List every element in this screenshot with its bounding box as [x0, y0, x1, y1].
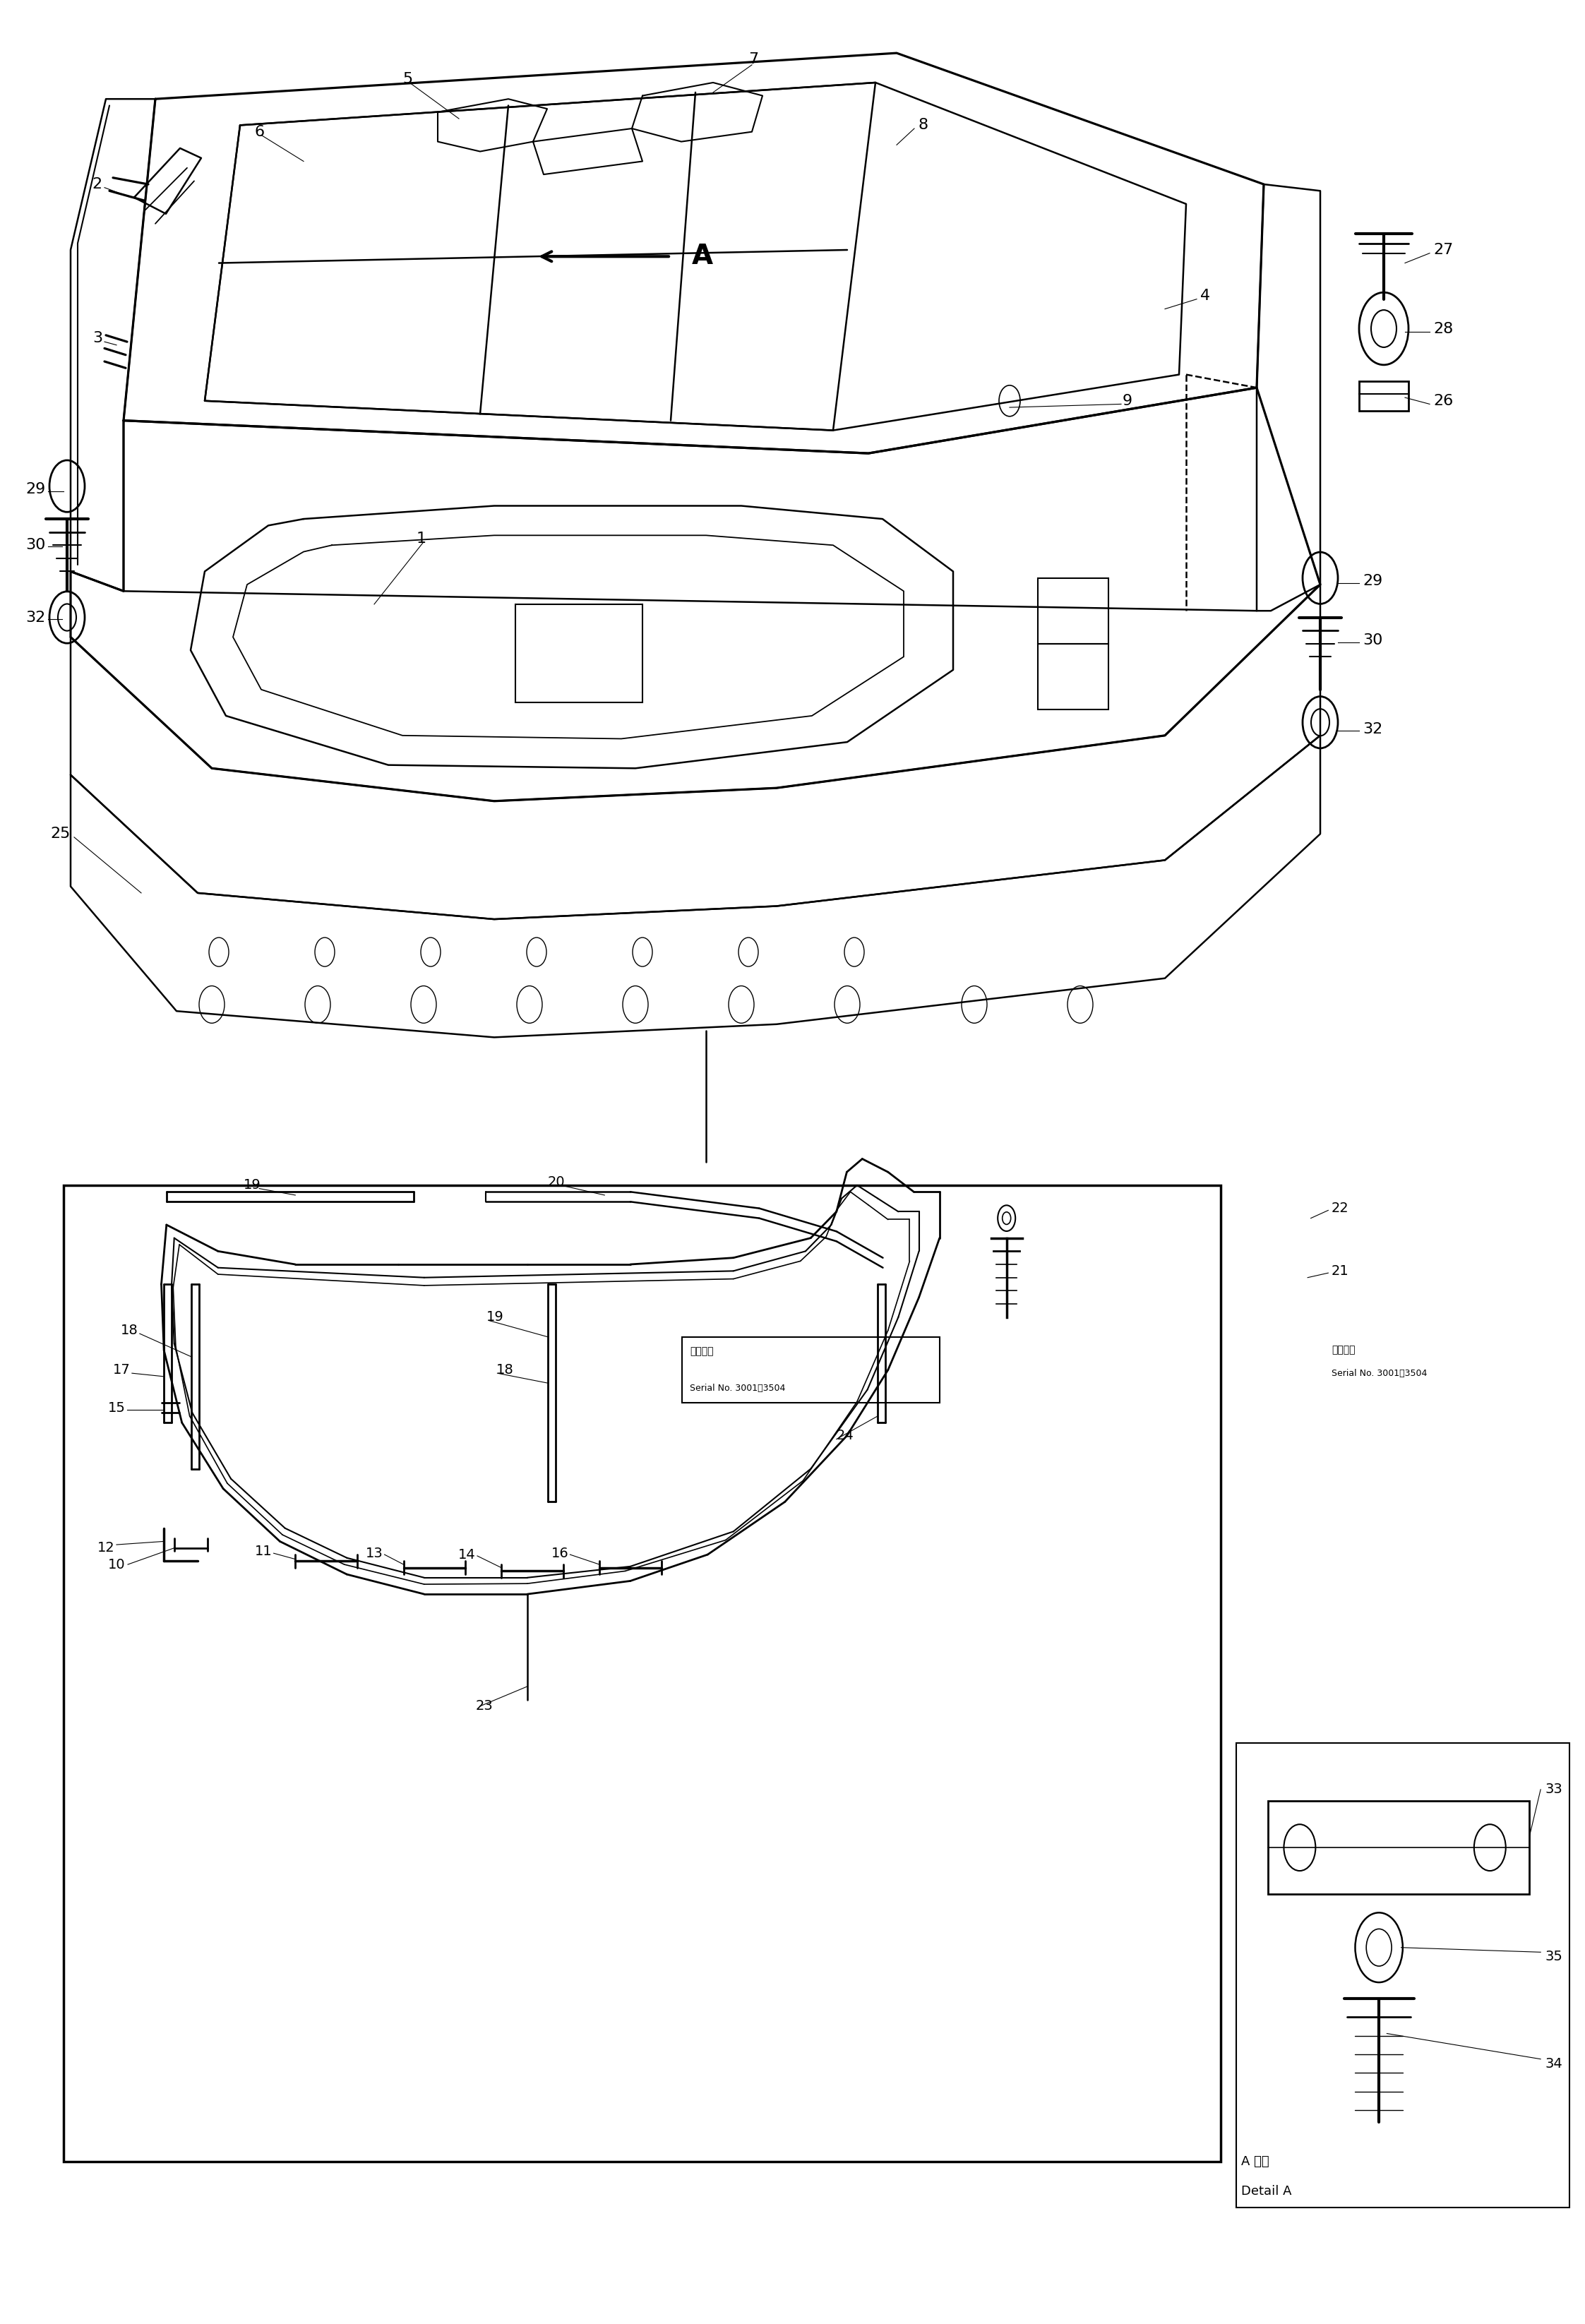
- Bar: [515, 604, 642, 702]
- Text: 適用号機: 適用号機: [1331, 1346, 1355, 1355]
- Text: 21: 21: [1331, 1264, 1349, 1278]
- Text: 12: 12: [97, 1541, 116, 1555]
- Text: 30: 30: [1363, 632, 1382, 648]
- Text: 7: 7: [748, 53, 758, 67]
- Text: 9: 9: [1122, 393, 1133, 409]
- Text: 22: 22: [1331, 1202, 1349, 1215]
- Text: Serial No. 3001～3504: Serial No. 3001～3504: [689, 1383, 786, 1392]
- Text: 18: 18: [496, 1364, 514, 1376]
- Text: 6: 6: [254, 125, 265, 139]
- Bar: [63, 1185, 1220, 2161]
- Text: 3: 3: [92, 332, 103, 346]
- Text: 13: 13: [366, 1545, 384, 1559]
- Text: 14: 14: [458, 1548, 476, 1562]
- Text: 23: 23: [476, 1699, 493, 1713]
- Text: 4: 4: [1200, 288, 1211, 302]
- Text: 24: 24: [837, 1429, 854, 1443]
- Text: 適用号機: 適用号機: [689, 1346, 713, 1357]
- Bar: [1268, 1801, 1530, 1894]
- Bar: [682, 1336, 940, 1404]
- Text: 10: 10: [108, 1557, 125, 1571]
- Text: 26: 26: [1433, 393, 1453, 409]
- Bar: [1236, 1743, 1569, 2208]
- Text: 32: 32: [25, 611, 46, 625]
- Text: 28: 28: [1433, 321, 1453, 335]
- Text: 11: 11: [255, 1545, 273, 1557]
- Text: 19: 19: [244, 1178, 262, 1192]
- Text: 25: 25: [51, 827, 71, 841]
- Text: 18: 18: [120, 1325, 138, 1336]
- Text: 34: 34: [1545, 2057, 1563, 2071]
- Text: 8: 8: [918, 119, 927, 132]
- Text: 5: 5: [403, 72, 412, 86]
- Text: Serial No. 3001～3504: Serial No. 3001～3504: [1331, 1369, 1426, 1378]
- Text: 1: 1: [417, 532, 426, 546]
- Text: Detail A: Detail A: [1241, 2185, 1292, 2199]
- Text: 29: 29: [1363, 574, 1382, 588]
- Text: 30: 30: [25, 539, 46, 553]
- Text: A 詳細: A 詳細: [1241, 2154, 1270, 2168]
- Text: 29: 29: [25, 483, 46, 497]
- Text: 2: 2: [92, 177, 103, 191]
- Text: 33: 33: [1545, 1783, 1563, 1796]
- Text: 32: 32: [1363, 723, 1382, 737]
- Text: 16: 16: [552, 1545, 569, 1559]
- Bar: [1038, 579, 1108, 644]
- Text: 19: 19: [487, 1311, 504, 1325]
- Text: 15: 15: [108, 1401, 125, 1415]
- Text: 20: 20: [548, 1176, 566, 1188]
- Text: 17: 17: [113, 1364, 130, 1376]
- Bar: [1038, 644, 1108, 709]
- Text: A: A: [693, 244, 713, 270]
- Text: 35: 35: [1545, 1950, 1563, 1964]
- Text: 27: 27: [1433, 242, 1453, 258]
